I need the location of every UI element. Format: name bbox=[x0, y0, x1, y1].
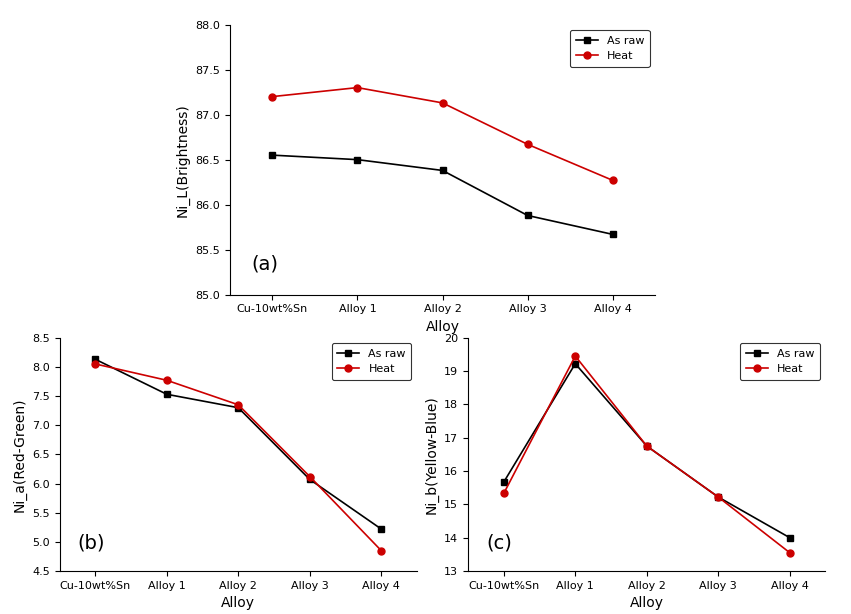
As raw bbox=[267, 152, 277, 159]
X-axis label: Alloy: Alloy bbox=[630, 596, 664, 610]
Heat bbox=[642, 442, 652, 449]
X-axis label: Alloy: Alloy bbox=[426, 320, 460, 334]
Heat bbox=[233, 401, 243, 408]
Heat bbox=[570, 352, 580, 360]
As raw bbox=[713, 493, 723, 500]
Heat bbox=[90, 360, 100, 368]
Text: (c): (c) bbox=[486, 534, 511, 553]
Heat bbox=[523, 141, 533, 148]
Heat bbox=[713, 493, 723, 500]
As raw bbox=[523, 212, 533, 219]
Text: (a): (a) bbox=[251, 254, 278, 273]
Legend: As raw, Heat: As raw, Heat bbox=[332, 343, 411, 380]
As raw bbox=[785, 534, 795, 542]
As raw bbox=[570, 360, 580, 367]
Heat bbox=[376, 547, 386, 554]
Line: Heat: Heat bbox=[269, 84, 616, 184]
Y-axis label: Ni_a(Red-Green): Ni_a(Red-Green) bbox=[13, 397, 26, 511]
Heat bbox=[785, 549, 795, 556]
As raw bbox=[305, 476, 315, 483]
Y-axis label: Ni_b(Yellow-Blue): Ni_b(Yellow-Blue) bbox=[425, 395, 438, 514]
As raw bbox=[608, 231, 618, 238]
Text: (b): (b) bbox=[77, 534, 105, 553]
X-axis label: Alloy: Alloy bbox=[221, 596, 255, 610]
Line: As raw: As raw bbox=[92, 356, 385, 532]
Heat bbox=[162, 376, 172, 384]
As raw bbox=[352, 156, 363, 163]
Legend: As raw, Heat: As raw, Heat bbox=[740, 343, 820, 380]
As raw bbox=[90, 356, 100, 363]
As raw bbox=[437, 167, 448, 174]
As raw bbox=[376, 526, 386, 533]
Heat bbox=[305, 473, 315, 480]
Y-axis label: Ni_L(Brightness): Ni_L(Brightness) bbox=[175, 103, 190, 217]
Heat bbox=[608, 177, 618, 184]
Heat bbox=[352, 84, 363, 91]
Heat bbox=[499, 490, 509, 497]
Line: Heat: Heat bbox=[500, 352, 793, 556]
Line: As raw: As raw bbox=[269, 152, 616, 238]
Heat bbox=[437, 99, 448, 107]
As raw bbox=[162, 391, 172, 398]
Line: As raw: As raw bbox=[500, 360, 793, 541]
Legend: As raw, Heat: As raw, Heat bbox=[570, 30, 649, 67]
Heat bbox=[267, 93, 277, 100]
Line: Heat: Heat bbox=[92, 360, 385, 554]
As raw bbox=[642, 442, 652, 449]
As raw bbox=[233, 404, 243, 411]
As raw bbox=[499, 478, 509, 486]
